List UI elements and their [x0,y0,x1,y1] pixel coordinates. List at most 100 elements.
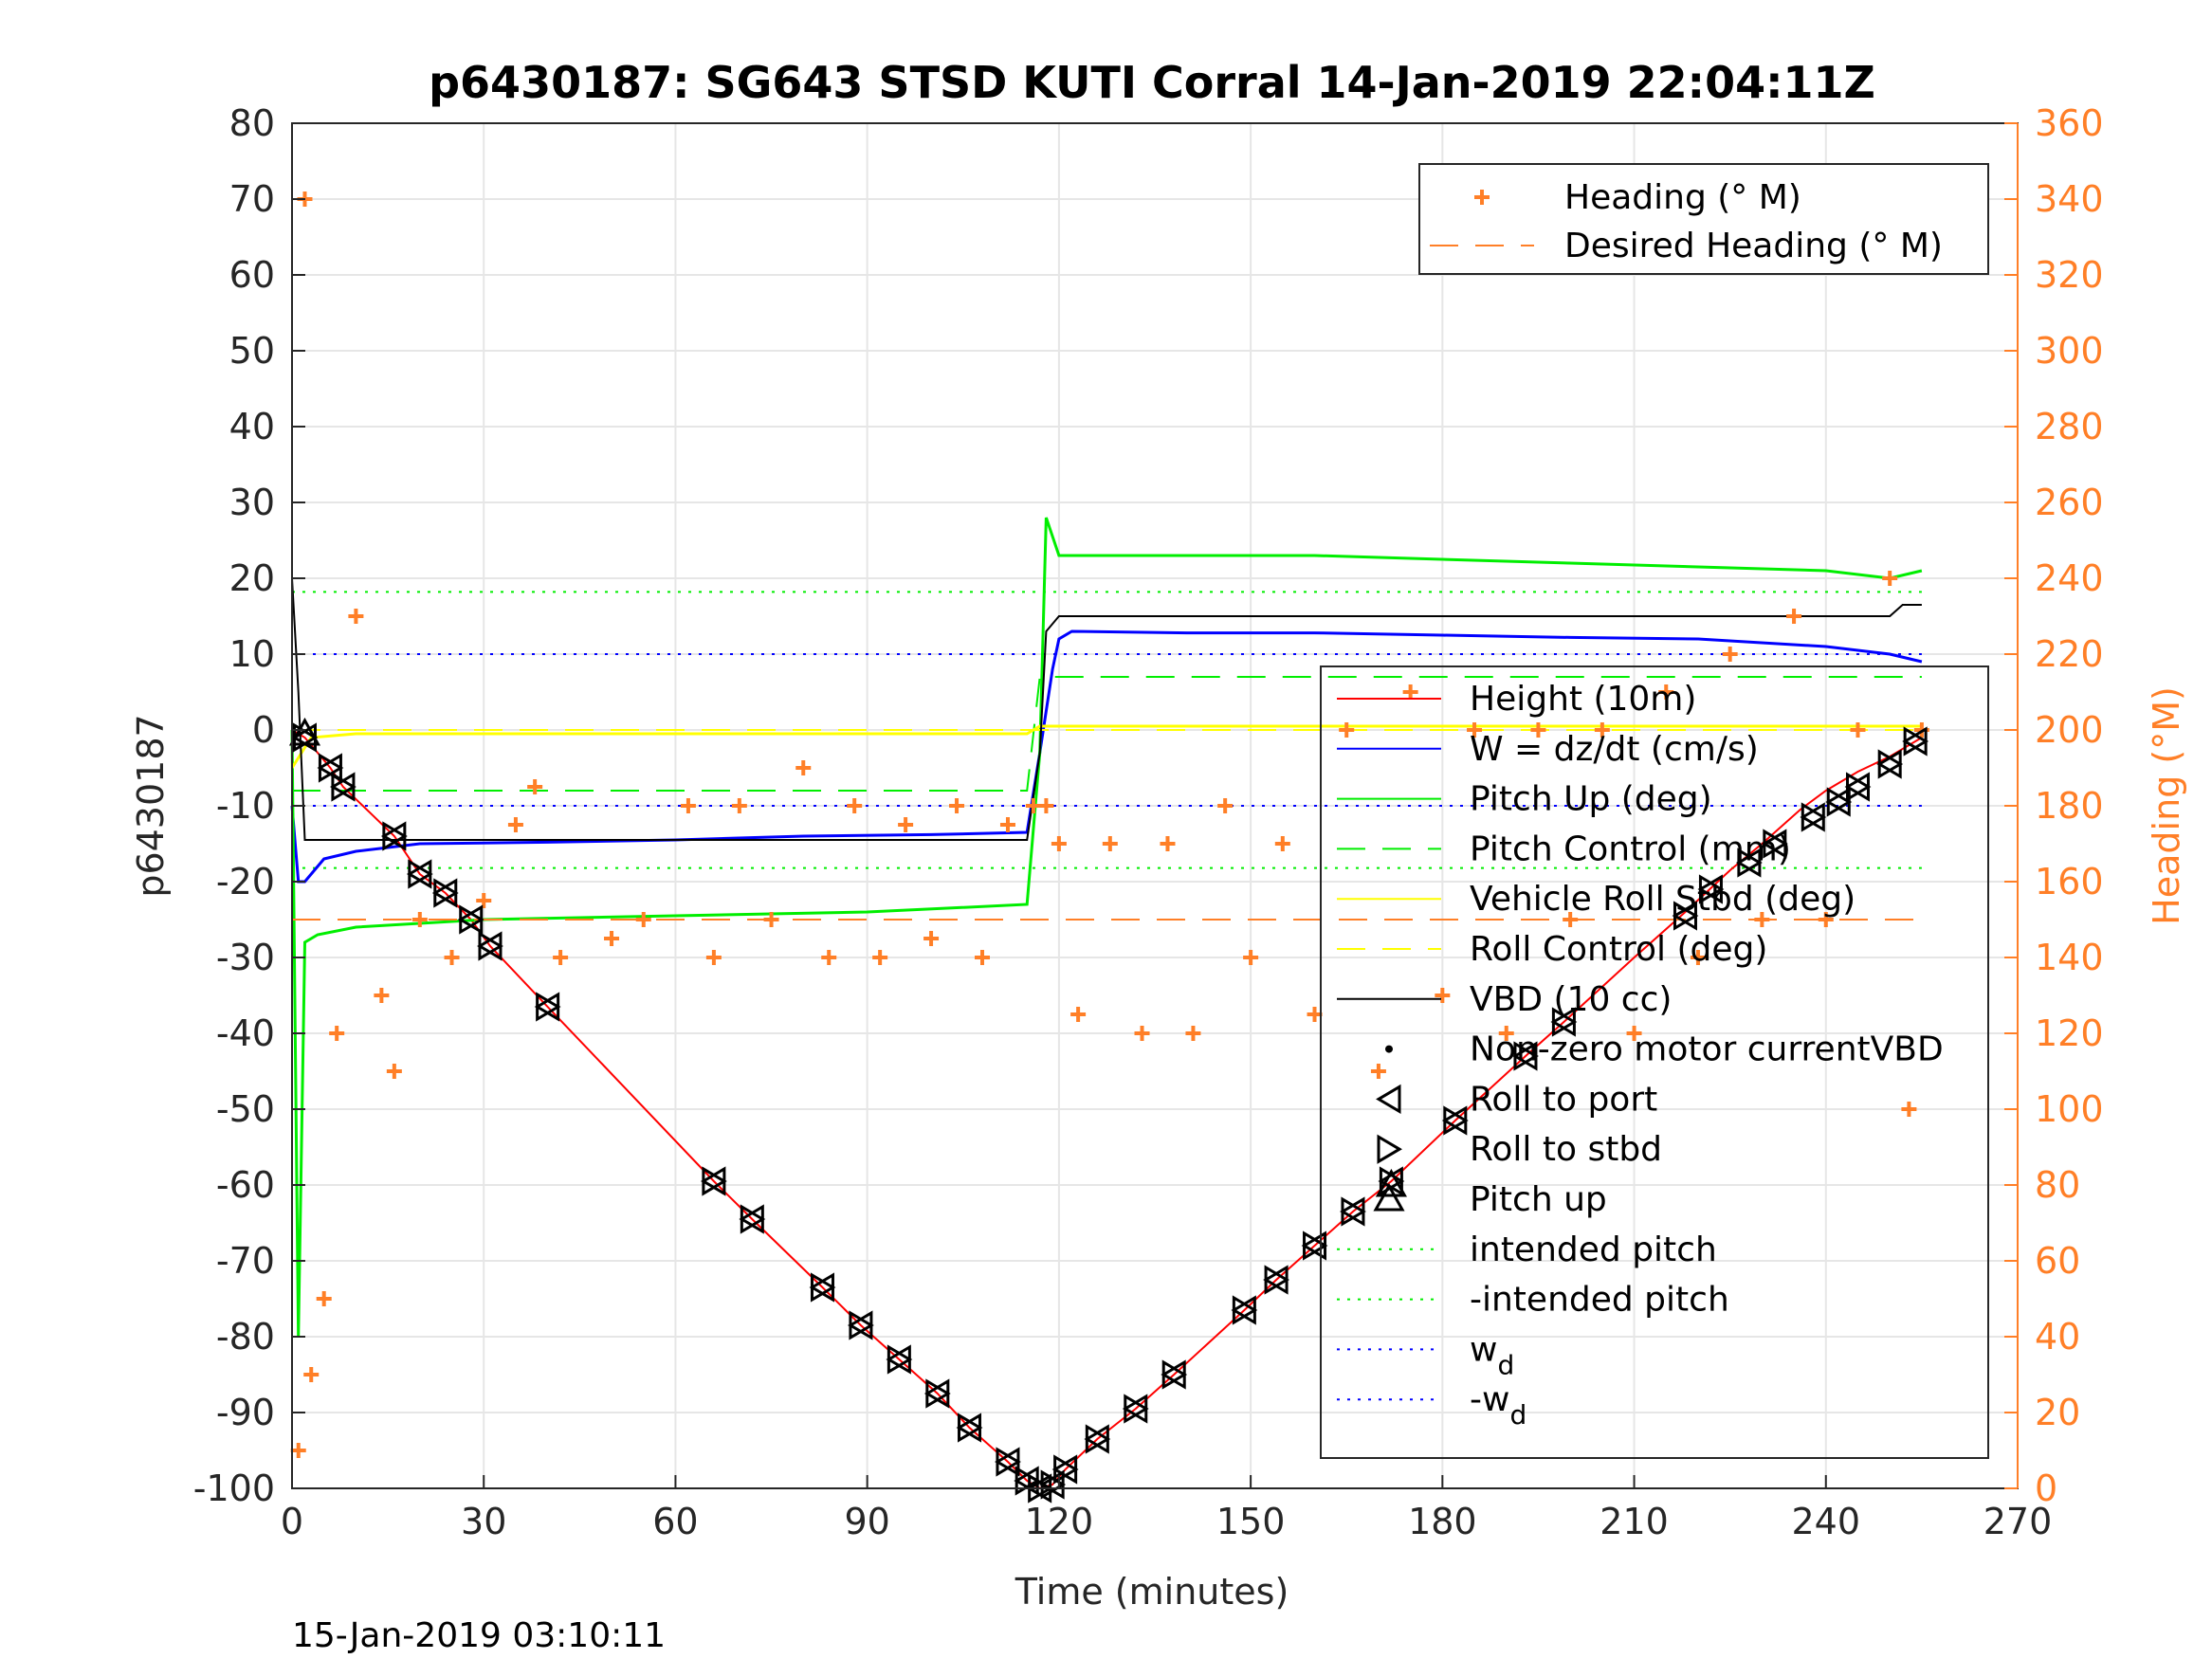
heading-point [1243,950,1259,965]
heading-point [316,1291,332,1306]
legend-main-entry-label: Pitch up [1470,1180,1607,1219]
y-tick-label: -40 [216,1012,275,1054]
heading-point [923,931,940,946]
legend-main-entry: Roll to port [1470,1080,1657,1119]
heading-point [1339,722,1355,738]
legend-main-box [1320,665,1989,1459]
legend-main-entry-label: intended pitch [1470,1231,1717,1269]
legend-top: Heading (° M) Desired Heading (° M) [1418,163,1989,275]
heading-point [680,798,696,813]
heading-point [1402,684,1418,700]
roll-to-stbd-marker [1903,726,1929,757]
y-right-tick-label: 200 [2035,709,2104,751]
legend-main-entry-label: VBD (10 cc) [1470,980,1672,1019]
grid-lines [291,122,2019,1489]
heading-point [1025,798,1041,813]
roll-to-stbd-marker [433,878,459,908]
y-axis-label-right: Heading (°M) [2146,686,2187,925]
roll-to-stbd-marker [536,992,561,1022]
x-tick-label: 0 [281,1501,303,1542]
legend-main-entry: -intended pitch [1470,1281,1729,1320]
heading-point [705,950,722,965]
heading-point [527,779,543,794]
y-tick-label: -50 [216,1088,275,1130]
legend-main-entry-label: Height (10m) [1470,680,1696,719]
y-tick-label: 30 [229,482,275,523]
roll-to-stbd-marker [408,859,433,889]
x-tick-label: 30 [461,1501,506,1542]
heading-point [1051,836,1067,851]
roll-to-stbd-marker [1124,1394,1149,1424]
x-tick-label: 60 [652,1501,698,1542]
y-tick-label: -100 [193,1468,275,1509]
heading-point [1134,1026,1150,1041]
legend-main-entry-label: Roll Control (deg) [1470,930,1767,969]
x-tick-label: 210 [1600,1501,1669,1542]
heading-point [949,798,965,813]
roll-to-stbd-marker [887,1344,913,1375]
pitch-up-marker [288,717,321,746]
legend-main-entry-label: w [1470,1330,1497,1369]
roll-to-stbd-marker [1443,1105,1469,1136]
legend-subscript: d [1497,1349,1514,1380]
series-line-pitch-control-mm [292,676,1922,792]
heading-point [1594,722,1610,738]
heading-point [1530,722,1546,738]
heading-point [329,1026,345,1041]
legend-main-entry-label: Pitch Control (mm) [1470,830,1791,868]
roll-to-stbd-marker [996,1447,1021,1477]
roll-to-stbd-marker [702,1166,727,1196]
heading-point [1217,798,1234,813]
y-tick-label: 10 [229,633,275,675]
x-tick-label: 270 [1983,1501,2053,1542]
heading-point [1498,1026,1514,1041]
legend-main-entry-label: Roll to port [1470,1080,1657,1119]
roll-to-stbd-marker [740,1204,766,1234]
heading-point [1563,912,1579,927]
y-right-tick-label: 360 [2035,102,2104,144]
legend-top-box [1418,163,1989,275]
y-right-tick-label: 120 [2035,1012,2104,1054]
heading-point [1690,950,1706,965]
axis-ticks: 0 30 60 90 120 150 180 210 240 270 80 70 60 50 40 30 20 1… [193,102,2104,1542]
heading-point [507,817,523,832]
roll-to-stbd-marker [382,821,408,851]
y-right-tick-label: 320 [2035,254,2104,296]
y-right-tick-label: 60 [2035,1240,2080,1282]
legend-main-entry: Roll to stbd [1470,1130,1662,1169]
heading-point [1274,836,1290,851]
roll-to-stbd-marker [1826,787,1853,817]
legend-main-entry: Vehicle Roll Stbd (deg) [1470,880,1856,919]
heading-point [999,817,1015,832]
pitch-up-marker [1375,1168,1407,1197]
roll-to-stbd-marker [1698,874,1725,904]
roll-to-stbd-marker [810,1272,836,1303]
roll-to-stbd-marker [958,1413,983,1443]
roll-to-stbd-marker [1232,1295,1258,1325]
roll-to-stbd-marker [1737,848,1763,878]
x-tick-label: 180 [1408,1501,1477,1542]
roll-to-port-marker [1844,772,1870,802]
series-line-vbd-10-cc [291,577,1922,841]
roll-to-stbd-marker [925,1378,951,1409]
x-tick-label: 240 [1792,1501,1861,1542]
y-right-tick-label: 40 [2035,1316,2080,1358]
heading-point [872,950,888,965]
y-right-tick-label: 280 [2035,406,2104,447]
legend-main-entry: W = dz/dt (cm/s) [1470,730,1759,769]
heading-point [604,931,620,946]
heading-point [374,988,390,1003]
heading-point [1435,988,1451,1003]
roll-to-stbd-marker [1303,1231,1328,1261]
reference-lines [292,591,1922,869]
heading-point [975,950,990,965]
y-tick-label: 20 [229,557,275,599]
y-tick-label: 50 [229,330,275,372]
y-right-tick-label: 300 [2035,330,2104,372]
y-tick-label: 80 [229,102,275,144]
heading-point [1901,1102,1917,1117]
legend-main: Height (10m) W = dz/dt (cm/s) Pitch Up (de… [1320,665,1989,1459]
heading-point [731,798,747,813]
legend-main-entry: Roll Control (deg) [1470,930,1767,969]
y-tick-label: -80 [216,1316,275,1358]
